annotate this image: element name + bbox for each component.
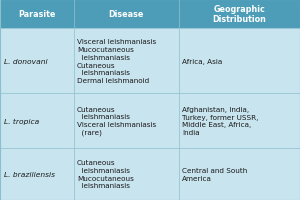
Bar (178, 148, 300, 200)
Text: Africa, Asia: Africa, Asia (182, 59, 222, 64)
Bar (0, 0, 74, 29)
Bar (0, 29, 74, 94)
Text: Visceral leishmaniasis
Mucocutaneous
  leishmaniasis
Cutaneous
  leishmaniasis
D: Visceral leishmaniasis Mucocutaneous lei… (77, 39, 156, 84)
Bar (0, 94, 74, 148)
Text: Parasite: Parasite (18, 10, 56, 19)
Text: Geographic
Distribution: Geographic Distribution (212, 5, 266, 24)
Text: Central and South
America: Central and South America (182, 167, 247, 181)
Text: Cutaneous
  leishmaniasis
Mucocutaneous
  leishmaniasis: Cutaneous leishmaniasis Mucocutaneous le… (77, 159, 134, 189)
Bar (74, 94, 178, 148)
Bar (0, 148, 74, 200)
Bar (178, 0, 300, 29)
Bar (74, 0, 178, 29)
Bar (178, 94, 300, 148)
Text: L. tropica: L. tropica (4, 118, 39, 124)
Bar (74, 29, 178, 94)
Text: L. donovani: L. donovani (4, 59, 47, 64)
Text: Afghanistan, India,
Turkey, former USSR,
Middle East, Africa,
India: Afghanistan, India, Turkey, former USSR,… (182, 106, 259, 136)
Text: Disease: Disease (108, 10, 144, 19)
Bar (178, 29, 300, 94)
Bar (74, 148, 178, 200)
Text: Cutaneous
  leishmaniasis
Visceral leishmaniasis
  (rare): Cutaneous leishmaniasis Visceral leishma… (77, 106, 156, 136)
Text: L. braziliensis: L. braziliensis (4, 171, 55, 177)
